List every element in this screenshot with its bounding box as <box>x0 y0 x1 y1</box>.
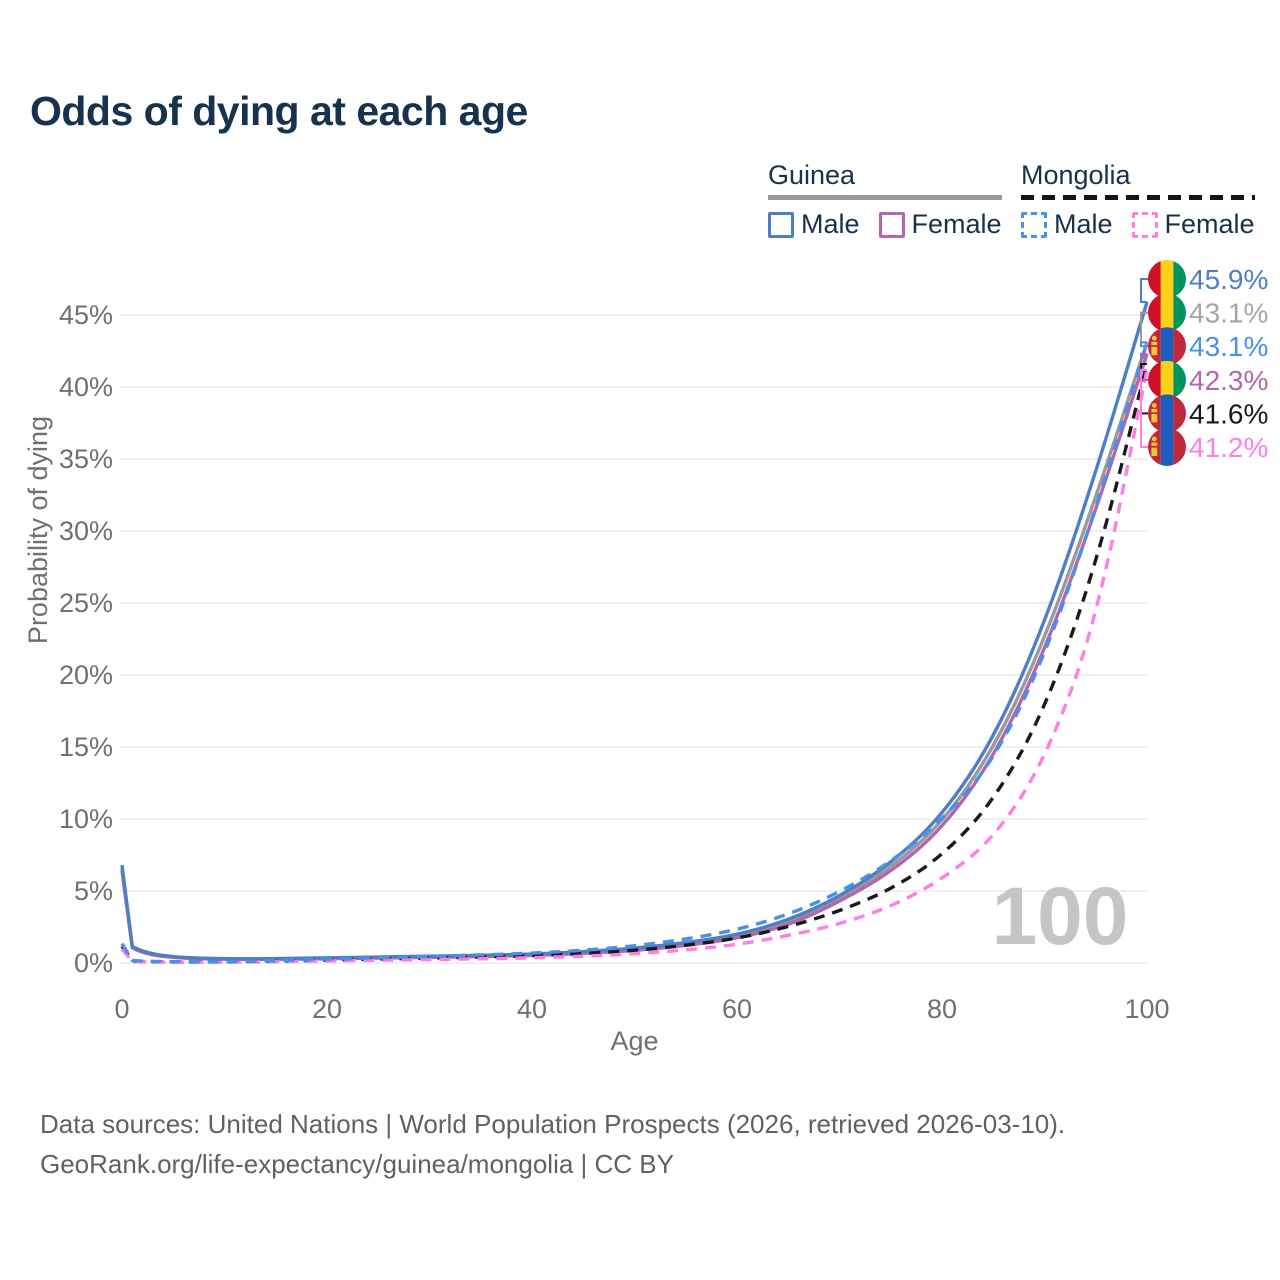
guinea-flag-icon <box>1148 260 1186 298</box>
y-tick-label: 10% <box>59 804 113 834</box>
y-tick-label: 25% <box>59 588 113 618</box>
data-sources-text: Data sources: United Nations | World Pop… <box>40 1109 1066 1139</box>
y-tick-label: 20% <box>59 660 113 690</box>
guinea-flag-icon <box>1148 360 1186 399</box>
end-label-leader-line <box>1140 368 1150 448</box>
legend-group-guinea: Guinea Male Female <box>768 160 1002 240</box>
end-value-label: 43.1% <box>1189 298 1268 329</box>
y-tick-label: 45% <box>59 300 113 330</box>
x-tick-label: 100 <box>1124 994 1169 1024</box>
legend-item-mongolia-female[interactable]: Female <box>1131 209 1255 240</box>
y-tick-label: 15% <box>59 732 113 762</box>
series-line-guinea[interactable] <box>120 341 1149 961</box>
end-value-label: 41.6% <box>1189 398 1268 429</box>
series-line-guinea-male[interactable] <box>120 301 1149 961</box>
y-axis-title: Probability of dying <box>23 416 53 644</box>
end-value-label: 45.9% <box>1189 264 1268 295</box>
legend-header-mongolia[interactable]: Mongolia <box>1021 160 1131 190</box>
age-indicator-watermark: 100 <box>992 871 1129 962</box>
legend-header-guinea[interactable]: Guinea <box>768 160 856 190</box>
y-tick-label: 0% <box>74 948 113 978</box>
end-label-leader-line <box>1140 341 1150 348</box>
legend-item-label: Female <box>1164 209 1255 239</box>
x-tick-label: 20 <box>312 994 342 1024</box>
mongolia-line-style-sample <box>1021 195 1255 200</box>
y-tick-label: 35% <box>59 444 113 474</box>
x-tick-label: 80 <box>927 994 957 1024</box>
mongolia-flag-icon <box>1148 394 1186 433</box>
legend-group-mongolia: Mongolia Male Female <box>1021 160 1255 240</box>
x-axis-title: Age <box>610 1026 658 1056</box>
mongolia-flag-icon <box>1148 428 1186 466</box>
y-tick-label: 40% <box>59 372 113 402</box>
legend-item-label: Male <box>1054 209 1113 239</box>
guinea-flag-icon <box>1148 293 1186 332</box>
x-tick-label: 0 <box>114 994 129 1024</box>
end-value-label: 42.3% <box>1189 365 1268 396</box>
end-value-label: 43.1% <box>1189 331 1268 362</box>
end-value-label: 41.2% <box>1189 432 1268 463</box>
footer: Data sources: United Nations | World Pop… <box>40 1104 1065 1184</box>
series-line-guinea-female[interactable] <box>120 353 1149 962</box>
y-tick-label: 5% <box>74 876 113 906</box>
legend-item-label: Female <box>911 209 1002 239</box>
end-label-leader-line <box>1140 278 1150 303</box>
series-line-mongolia-male[interactable] <box>120 341 1149 964</box>
legend-item-label: Male <box>801 209 860 239</box>
guinea-female-checkbox[interactable] <box>878 211 905 238</box>
legend-item-guinea-female[interactable]: Female <box>878 209 1002 240</box>
legend-item-mongolia-male[interactable]: Male <box>1021 209 1113 240</box>
legend-item-guinea-male[interactable]: Male <box>768 209 860 240</box>
guinea-male-checkbox[interactable] <box>768 211 794 238</box>
mongolia-male-checkbox[interactable] <box>1021 211 1047 238</box>
x-tick-label: 60 <box>722 994 752 1024</box>
guinea-line-style-sample <box>768 195 1002 200</box>
mongolia-female-checkbox[interactable] <box>1131 211 1158 238</box>
page-title: Odds of dying at each age <box>30 88 528 134</box>
mongolia-flag-icon <box>1148 327 1186 366</box>
georank-attribution-text: GeoRank.org/life-expectancy/guinea/mongo… <box>40 1149 674 1179</box>
x-tick-label: 40 <box>517 994 547 1024</box>
y-tick-label: 30% <box>59 516 113 546</box>
